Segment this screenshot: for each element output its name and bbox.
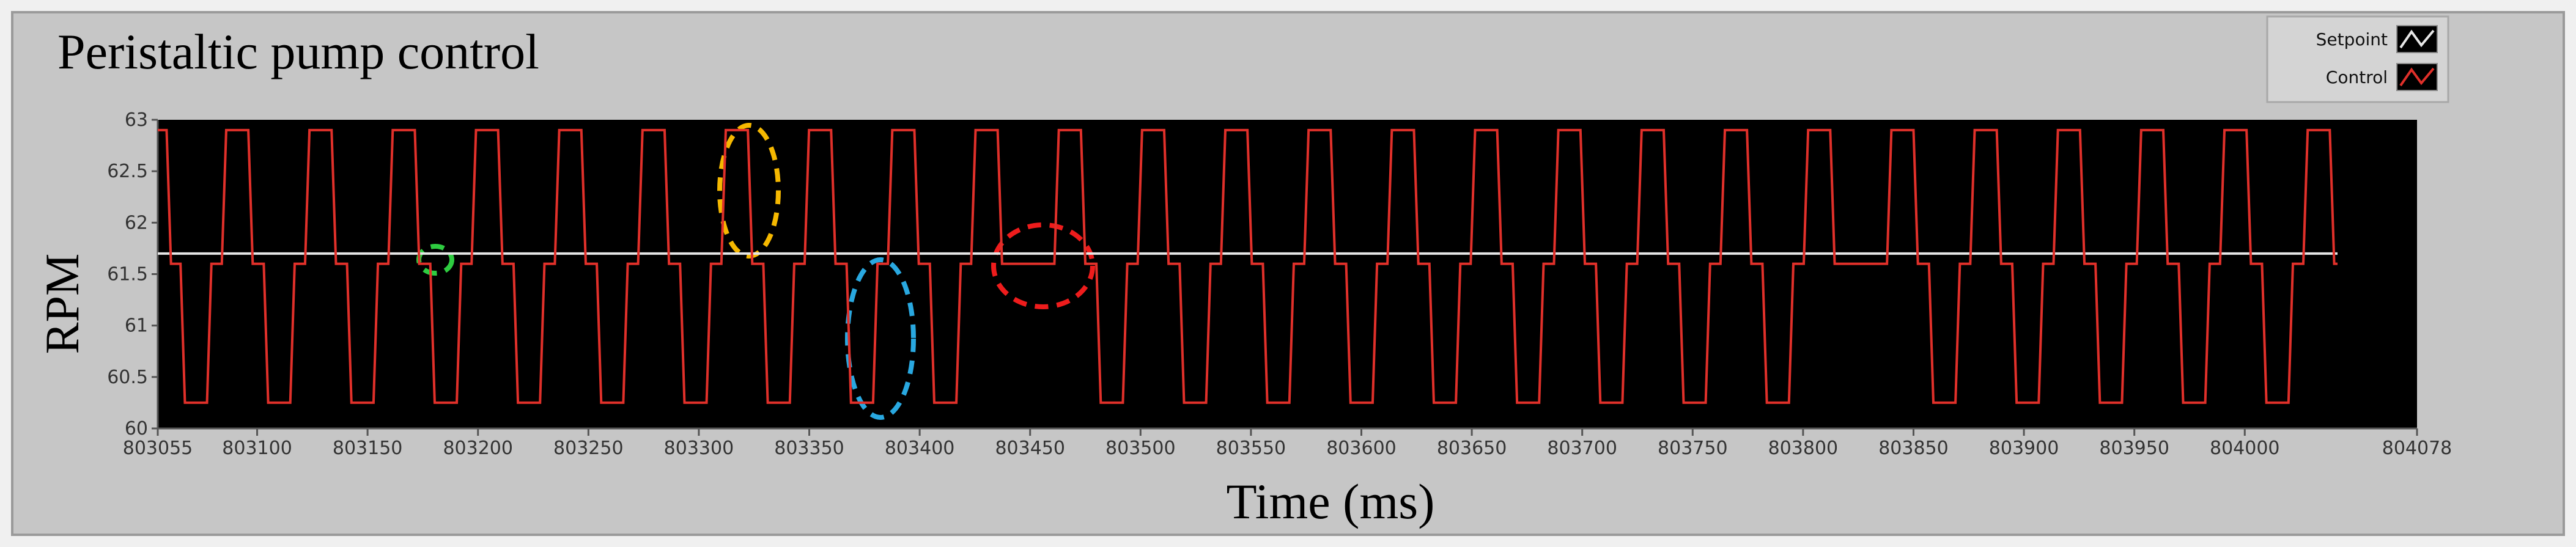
x-tick-label: 803950: [2099, 438, 2169, 459]
x-tick-label: 803750: [1658, 438, 1728, 459]
y-tick-label: 61.5: [107, 264, 148, 285]
x-tick-label: 803800: [1768, 438, 1839, 459]
legend-icon: [2399, 67, 2435, 87]
x-tick-label: 803350: [774, 438, 844, 459]
annotation-ellipse: [991, 222, 1095, 309]
y-tick-label: 60.5: [107, 367, 148, 388]
y-tick-label: 62: [125, 212, 148, 233]
x-tick-label: 803550: [1216, 438, 1286, 459]
x-tick-label: 803400: [885, 438, 955, 459]
x-tick-label: 803055: [123, 438, 193, 459]
x-tick-label: 803650: [1437, 438, 1507, 459]
annotation-ellipse: [717, 123, 781, 259]
chart-title: Peristaltic pump control: [57, 24, 539, 79]
plot-area: [158, 120, 2417, 428]
x-tick-label: 803100: [222, 438, 292, 459]
x-tick-label: 803200: [443, 438, 513, 459]
x-tick-label: 803500: [1105, 438, 1176, 459]
y-axis-label: RPM: [35, 254, 89, 354]
x-tick-label: 803450: [995, 438, 1065, 459]
series-line: [158, 128, 2338, 404]
x-tick-label: 804000: [2210, 438, 2280, 459]
annotations: [416, 123, 1095, 420]
x-tick-label: 803300: [664, 438, 734, 459]
x-tick-label: 803150: [333, 438, 403, 459]
y-tick-label: 63: [125, 109, 148, 131]
x-tick-label: 804078: [2382, 438, 2452, 459]
y-tick-label: 61: [125, 315, 148, 337]
legend-icon: [2399, 29, 2435, 49]
x-axis-label: Time (ms): [1227, 474, 1435, 529]
annotation-ellipse: [845, 257, 916, 420]
legend-label: Control: [2326, 67, 2388, 87]
legend-label: Setpoint: [2316, 29, 2388, 50]
x-tick-label: 803850: [1878, 438, 1949, 459]
x-tick-label: 803600: [1326, 438, 1397, 459]
x-tick-label: 803700: [1547, 438, 1617, 459]
y-tick-label: 60: [125, 418, 148, 439]
y-tick-label: 62.5: [107, 161, 148, 182]
x-tick-label: 803250: [553, 438, 624, 459]
x-tick-label: 803900: [1989, 438, 2059, 459]
